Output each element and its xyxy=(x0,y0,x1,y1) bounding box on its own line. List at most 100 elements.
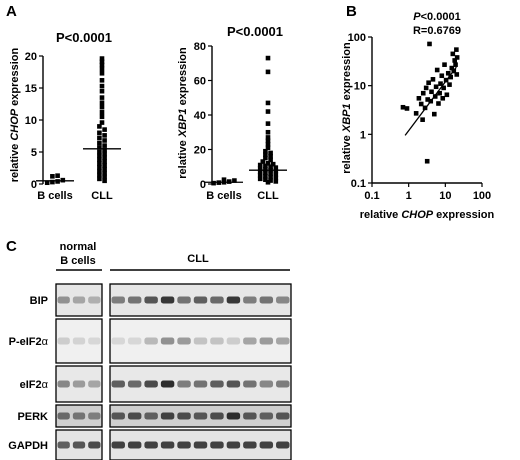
xbp1-point xyxy=(273,179,279,184)
correlation-point xyxy=(432,94,438,99)
blot-band xyxy=(72,380,86,388)
normal-b-cells-label-line2: B cells xyxy=(60,255,95,267)
chop-y-tick-label: 15 xyxy=(25,83,37,95)
correlation-point xyxy=(425,97,430,102)
xbp1-point xyxy=(265,121,271,126)
correlation-point xyxy=(452,58,457,63)
blot-band xyxy=(243,441,257,449)
blot-band xyxy=(193,380,208,388)
xbp1-point xyxy=(263,177,268,182)
chop-point xyxy=(97,140,102,146)
xbp1-point xyxy=(273,172,279,177)
blot-band xyxy=(57,296,70,304)
correlation-point xyxy=(448,74,453,80)
xbp1-point xyxy=(268,164,273,170)
correlation-point xyxy=(423,85,429,91)
blot-band xyxy=(226,441,241,449)
xbp1-point xyxy=(273,175,279,181)
blot-band xyxy=(88,412,101,420)
chop-p-value-title: P<0.0001 xyxy=(56,30,112,45)
xbp1-dot-plot: P<0.0001 relative XBP1 expression 0 20 40 6… xyxy=(177,24,287,202)
chop-category-label: B cells xyxy=(37,190,72,202)
correlation-point xyxy=(424,158,430,164)
correlation-y-axis-label: relative XBP1 expression xyxy=(341,42,353,174)
cll-group-label: CLL xyxy=(187,253,209,265)
chop-y-tick-label: 5 xyxy=(31,147,37,159)
blot-band xyxy=(210,337,224,345)
blot-band xyxy=(72,296,86,304)
correlation-point xyxy=(404,106,410,111)
correlation-point xyxy=(434,67,440,73)
xbp1-point xyxy=(268,178,273,183)
chop-point xyxy=(97,176,102,182)
chop-point xyxy=(97,157,102,162)
blot-band xyxy=(160,380,175,388)
xbp1-point xyxy=(268,150,273,156)
chop-point xyxy=(99,59,105,65)
chop-point xyxy=(97,165,102,170)
blot-band xyxy=(111,296,125,304)
correlation-point xyxy=(430,77,436,82)
xbp1-point xyxy=(257,166,263,171)
blot-band xyxy=(226,412,241,420)
correlation-point xyxy=(431,111,437,117)
blot-band xyxy=(259,441,274,449)
xbp1-point xyxy=(257,173,263,178)
blot-band xyxy=(210,296,224,304)
chop-point xyxy=(99,120,105,125)
xbp1-point xyxy=(232,178,237,183)
chop-point xyxy=(102,170,107,176)
panel-label-c: C xyxy=(6,238,17,255)
correlation-x-axis-label: relative CHOP expression xyxy=(360,209,495,221)
chop-point xyxy=(99,62,105,68)
xbp1-y-tick-label: 60 xyxy=(194,76,206,88)
blot-row-label-perk: PERK xyxy=(17,411,48,423)
blot-band xyxy=(88,380,101,388)
chop-point xyxy=(97,172,102,178)
blot-band xyxy=(226,296,241,304)
blot-band xyxy=(243,412,257,420)
xbp1-point xyxy=(263,170,268,176)
xbp1-point xyxy=(265,145,271,151)
chop-xbp1-correlation-plot: P<0.0001 R=0.6769 relative XBP1 expressi… xyxy=(341,11,495,221)
correlation-point xyxy=(418,101,424,107)
correlation-point xyxy=(444,92,450,98)
xbp1-point xyxy=(265,142,271,147)
correlation-point xyxy=(437,90,442,96)
blot-band xyxy=(72,441,86,449)
correlation-point xyxy=(400,104,406,110)
blot-band xyxy=(276,380,290,388)
correlation-point xyxy=(449,65,455,71)
blot-band xyxy=(243,296,257,304)
chop-point xyxy=(99,95,105,100)
correlation-point xyxy=(413,111,419,116)
correlation-x-tick-label: 10 xyxy=(439,190,451,202)
correlation-point xyxy=(454,72,460,77)
xbp1-point xyxy=(265,55,271,61)
correlation-point xyxy=(429,89,434,95)
blot-band xyxy=(144,296,158,304)
blot-band xyxy=(111,380,125,388)
xbp1-category-label: B cells xyxy=(206,190,241,202)
chop-point xyxy=(102,138,107,143)
correlation-point xyxy=(439,73,445,79)
blot-band xyxy=(127,337,142,345)
xbp1-point xyxy=(268,154,273,159)
xbp1-y-tick-label: 20 xyxy=(194,145,206,157)
xbp1-point xyxy=(268,171,273,176)
blot-band xyxy=(259,337,274,345)
blot-band xyxy=(160,412,175,420)
blot-band xyxy=(276,337,290,345)
correlation-point xyxy=(436,101,441,106)
blot-band xyxy=(160,337,175,345)
blot-band xyxy=(193,337,208,345)
correlation-y-tick-label: 100 xyxy=(348,32,366,44)
correlation-point xyxy=(416,96,422,101)
correlation-point xyxy=(454,55,460,60)
blot-band xyxy=(72,337,86,345)
blot-row-label-bip: BIP xyxy=(30,295,48,307)
chop-point xyxy=(97,149,102,155)
blot-band xyxy=(127,412,142,420)
chop-dot-plot: P<0.0001 relative CHOP expression 0 5 10 15… xyxy=(9,30,121,202)
